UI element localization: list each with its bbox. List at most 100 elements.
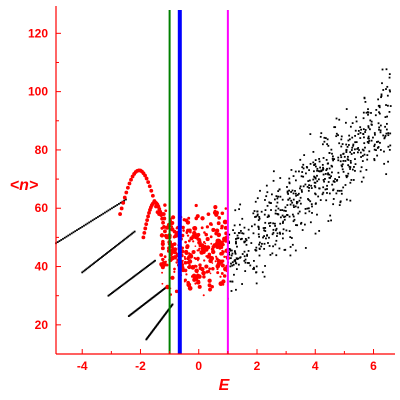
data-point	[377, 146, 380, 148]
data-point	[300, 175, 303, 178]
data-point	[228, 233, 231, 236]
data-point	[338, 142, 341, 145]
data-point	[333, 126, 336, 129]
data-point	[132, 311, 135, 314]
data-point	[241, 283, 243, 285]
data-point	[322, 168, 324, 171]
data-point	[65, 235, 68, 238]
data-point	[251, 225, 253, 228]
data-point	[328, 176, 331, 179]
data-point	[213, 210, 218, 216]
data-point	[205, 255, 208, 258]
data-point	[143, 303, 145, 306]
data-point	[379, 129, 382, 132]
data-point	[322, 166, 324, 169]
data-point	[145, 265, 148, 268]
data-point	[225, 255, 228, 258]
data-point	[112, 246, 115, 249]
data-point	[127, 315, 130, 318]
data-point	[200, 216, 205, 221]
data-point	[263, 229, 266, 232]
data-point	[173, 267, 176, 271]
data-point	[148, 264, 151, 266]
data-point	[275, 229, 277, 232]
data-point	[170, 248, 175, 253]
data-point	[359, 170, 362, 173]
data-point	[288, 189, 291, 192]
data-point	[347, 155, 349, 158]
data-point	[314, 165, 317, 168]
data-point	[147, 265, 149, 267]
data-point	[364, 101, 367, 103]
data-point	[58, 240, 61, 242]
data-point	[366, 158, 369, 161]
data-point	[308, 169, 310, 172]
data-point	[299, 196, 302, 199]
data-point	[264, 221, 267, 224]
data-point	[363, 136, 365, 139]
data-point	[367, 125, 370, 128]
data-point	[252, 212, 255, 215]
data-point	[228, 248, 231, 250]
data-point	[327, 172, 329, 175]
data-point	[263, 242, 266, 245]
data-point	[187, 259, 193, 264]
data-point	[389, 105, 392, 107]
data-point	[342, 170, 345, 173]
data-point	[317, 170, 320, 172]
data-point	[302, 185, 305, 188]
data-point	[338, 204, 341, 206]
data-point	[289, 246, 292, 248]
data-point	[359, 131, 362, 134]
data-point	[125, 281, 127, 284]
data-point	[181, 225, 185, 230]
data-point	[314, 186, 317, 189]
data-point	[110, 249, 112, 251]
data-point	[215, 255, 218, 258]
data-point	[229, 257, 232, 260]
data-point	[298, 199, 301, 202]
data-point	[374, 133, 376, 136]
data-point	[380, 95, 383, 97]
data-point	[307, 189, 310, 192]
data-point	[284, 206, 287, 209]
data-point	[340, 145, 343, 148]
data-point	[387, 132, 390, 134]
data-point	[151, 296, 154, 299]
data-point	[293, 218, 296, 221]
data-point	[369, 128, 371, 131]
data-point	[310, 187, 313, 189]
data-point	[258, 241, 261, 244]
data-point	[383, 162, 386, 165]
data-point	[370, 123, 373, 126]
data-point	[235, 242, 237, 245]
data-point	[205, 225, 209, 229]
data-point	[312, 178, 315, 181]
data-point	[351, 168, 354, 171]
data-point	[350, 179, 353, 181]
data-point	[160, 290, 162, 293]
data-marks	[55, 68, 392, 341]
data-point	[313, 164, 316, 166]
data-point	[198, 244, 202, 248]
data-point	[365, 168, 368, 171]
data-point	[305, 172, 307, 175]
data-point	[364, 129, 367, 131]
data-point	[197, 279, 201, 283]
data-point	[240, 230, 242, 232]
data-point	[385, 128, 388, 131]
data-point	[235, 257, 238, 260]
data-point	[343, 155, 346, 158]
data-point	[379, 131, 382, 134]
data-point	[295, 200, 298, 203]
data-point	[125, 236, 128, 239]
data-point	[316, 174, 318, 177]
data-point	[220, 272, 224, 275]
data-point	[295, 202, 298, 205]
data-point	[133, 275, 135, 278]
data-point	[229, 280, 232, 283]
data-point	[116, 243, 119, 246]
data-point	[269, 253, 272, 256]
data-point	[239, 256, 242, 259]
data-point	[272, 222, 275, 225]
